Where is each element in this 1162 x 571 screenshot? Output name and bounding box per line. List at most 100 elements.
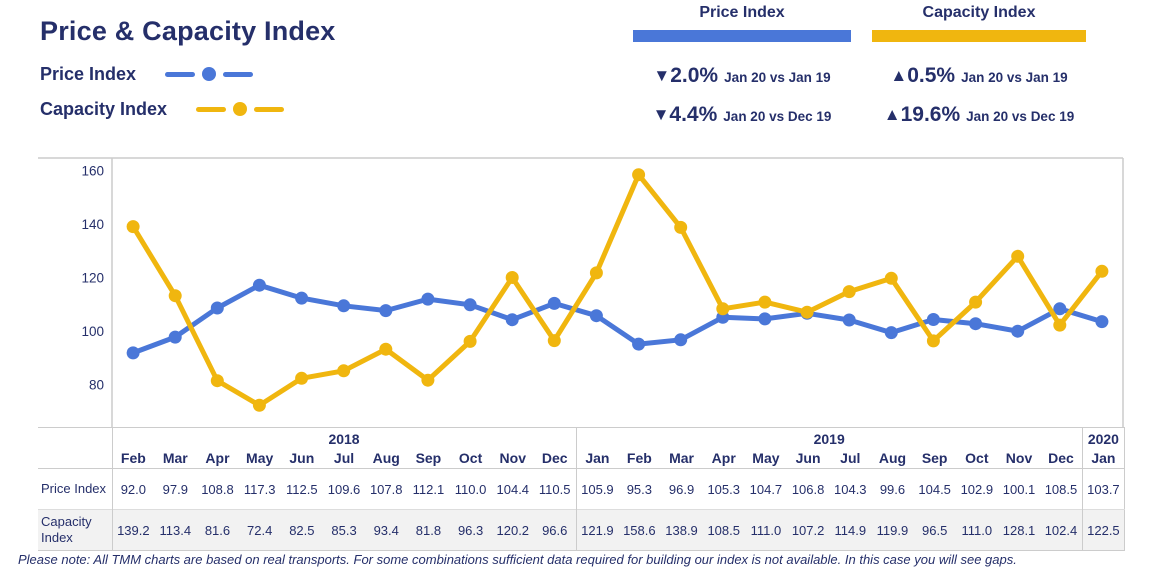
stat-period: Jan 20 vs Dec 19 xyxy=(966,109,1075,124)
value-cell: 122.5 xyxy=(1082,509,1125,551)
footer-note: Please note: All TMM charts are based on… xyxy=(18,552,1017,567)
price-index-point xyxy=(969,317,983,331)
capacity-index-point xyxy=(800,305,814,319)
year-label: 2020 xyxy=(1087,430,1119,447)
capacity-index-point xyxy=(1053,318,1067,332)
capacity-color-bar xyxy=(872,30,1086,42)
stat-row: ▲0.5% Jan 20 vs Jan 19 xyxy=(872,64,1086,88)
price-index-point xyxy=(168,330,182,344)
capacity-index-point xyxy=(337,364,351,378)
price-index-point xyxy=(1011,324,1025,338)
value-cell: 110.0 xyxy=(454,481,487,497)
value-cell: 111.0 xyxy=(955,509,998,551)
capacity-index-point xyxy=(632,168,646,182)
capacity-index-point xyxy=(547,334,561,348)
value-cell: 158.6 xyxy=(618,509,661,551)
value-cell: 138.9 xyxy=(660,509,703,551)
value-cell: 107.2 xyxy=(787,509,830,551)
capacity-index-point xyxy=(210,374,224,388)
capacity-index-point xyxy=(379,342,393,356)
value-cell: 110.5 xyxy=(533,468,577,510)
capacity-index-point xyxy=(716,302,730,316)
capacity-index-point xyxy=(463,334,477,348)
value-cell: 92.0 xyxy=(120,481,146,497)
corner-cell xyxy=(38,427,113,448)
capacity-index-point xyxy=(126,220,140,234)
month-label: Jul xyxy=(829,447,872,469)
price-index-point xyxy=(758,312,772,326)
down-triangle-icon: ▼ xyxy=(653,66,671,85)
month-label: Jun xyxy=(787,447,830,469)
capacity-index-point xyxy=(674,220,688,234)
month-label: Sep xyxy=(913,447,956,469)
y-axis-tick-label: 160 xyxy=(81,164,104,179)
month-label: May xyxy=(238,447,281,469)
value-cell: 104.7 xyxy=(749,481,783,497)
value-cell: 96.9 xyxy=(668,481,695,497)
price-index-point xyxy=(252,278,266,292)
month-label: Jul xyxy=(322,447,366,469)
capacity-index-point xyxy=(758,295,772,309)
month-label: Nov xyxy=(997,447,1041,469)
price-line-swatch-icon xyxy=(165,67,254,81)
value-cell: 85.3 xyxy=(322,509,366,551)
value-cell: 104.5 xyxy=(918,481,951,497)
month-label: Jan xyxy=(576,447,619,469)
value-cell: 120.2 xyxy=(491,509,534,551)
up-triangle-icon: ▲ xyxy=(883,105,901,124)
stat-percent: 4.4% xyxy=(669,103,718,126)
capacity-index-point xyxy=(421,373,435,387)
price-index-point xyxy=(926,313,940,326)
value-cell: 128.1 xyxy=(997,509,1041,551)
value-cell: 96.6 xyxy=(533,509,577,551)
month-label: Sep xyxy=(407,447,450,469)
capacity-index-point xyxy=(252,398,266,412)
capacity-index-point xyxy=(884,271,898,285)
chart-canvas: 160 140 120 100 80 xyxy=(38,157,1124,428)
value-cell: 111.0 xyxy=(744,509,787,551)
price-index-point xyxy=(421,292,435,306)
value-cell: 108.5 xyxy=(702,509,745,551)
legend-label: Capacity Index xyxy=(40,98,168,119)
index-data-table: 2018 2019 2020 Feb Mar Apr May Jun Jul Aug Sep Oct N… xyxy=(38,427,1125,551)
value-cell: 107.8 xyxy=(369,481,403,497)
value-cell: 103.7 xyxy=(1087,481,1120,497)
value-cell: 82.5 xyxy=(280,509,323,551)
capacity-line-swatch-icon xyxy=(196,102,285,116)
legend-item-capacity-index: Capacity Index xyxy=(40,96,285,122)
stat-period: Jan 20 vs Dec 19 xyxy=(723,109,832,124)
value-cell: 121.9 xyxy=(576,509,619,551)
month-label: Oct xyxy=(449,447,492,469)
month-label: Nov xyxy=(491,447,534,469)
month-label: Apr xyxy=(196,447,239,469)
month-label: Aug xyxy=(365,447,408,469)
y-axis-tick-label: 80 xyxy=(89,378,104,393)
index-line-chart: 160 140 120 100 80 xyxy=(38,157,1125,428)
value-cell: 108.8 xyxy=(201,481,234,497)
price-index-point xyxy=(1095,315,1109,329)
value-cell: 81.6 xyxy=(196,509,239,551)
value-cell: 105.3 xyxy=(707,481,740,497)
month-label: Dec xyxy=(1040,447,1083,469)
table-row: Price Index 92.0 97.9 108.8 117.3 112.5 109.6 1… xyxy=(38,468,1125,510)
price-index-point xyxy=(842,313,856,327)
up-triangle-icon: ▲ xyxy=(890,66,908,85)
month-label: Jun xyxy=(280,447,323,469)
stat-percent: 19.6% xyxy=(900,103,961,126)
value-cell: 96.5 xyxy=(913,509,956,551)
month-header-row: Feb Mar Apr May Jun Jul Aug Sep Oct Nov Dec Jan Feb M… xyxy=(38,447,1125,469)
stat-period: Jan 20 vs Jan 19 xyxy=(961,70,1068,85)
price-index-point xyxy=(463,298,477,312)
value-cell: 119.9 xyxy=(871,509,914,551)
capacity-index-point xyxy=(926,334,940,348)
corner-cell xyxy=(38,447,113,469)
capacity-index-point xyxy=(295,371,309,385)
capacity-index-point xyxy=(842,285,856,299)
price-index-point xyxy=(505,313,519,327)
y-axis-tick-label: 140 xyxy=(81,217,104,232)
price-index-summary: Price Index ▼2.0% Jan 20 vs Jan 19 ▼4.4% J… xyxy=(633,4,851,127)
capacity-index-line xyxy=(130,172,1105,408)
price-index-point xyxy=(210,301,224,315)
stat-row: ▲19.6% Jan 20 vs Dec 19 xyxy=(872,103,1086,127)
